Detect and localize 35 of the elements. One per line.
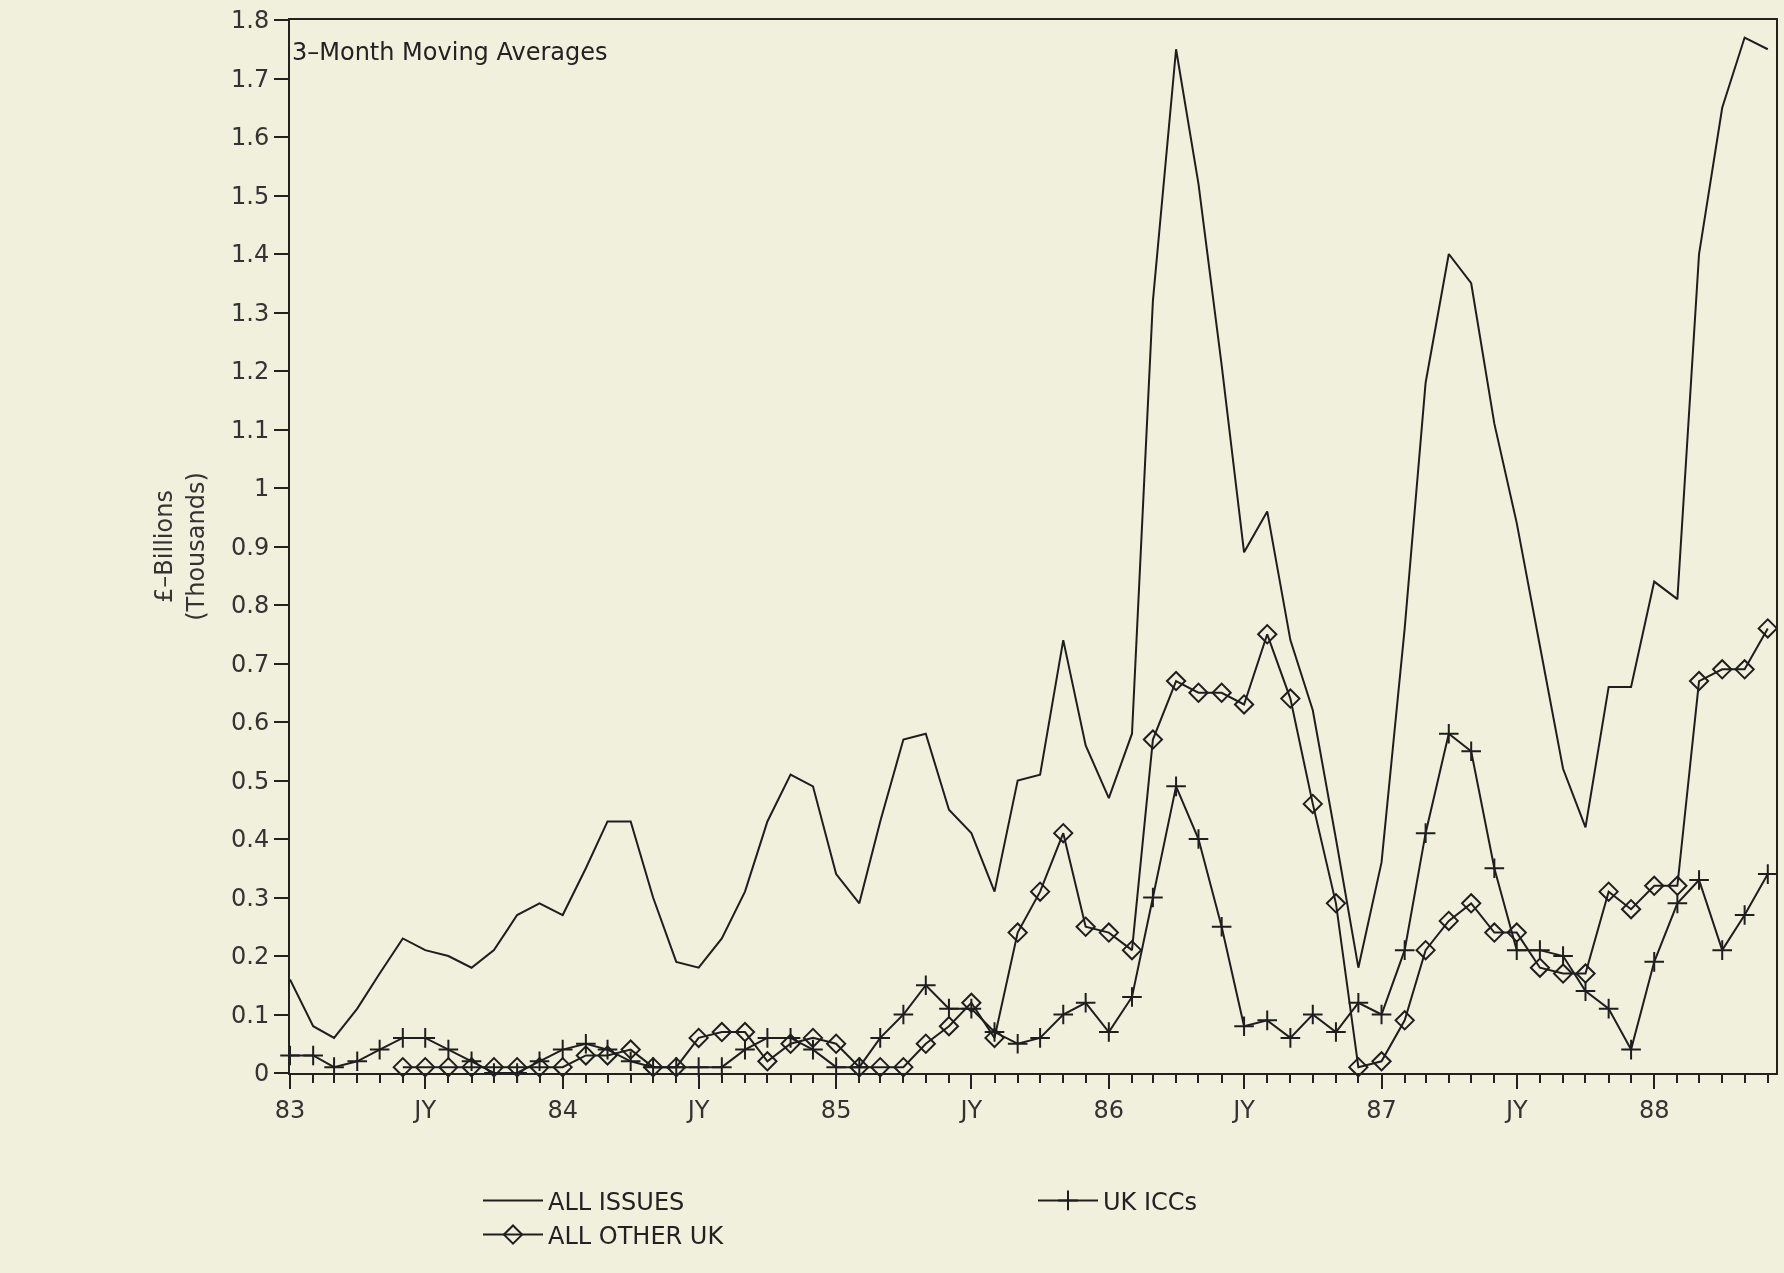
x-tick-label: JY <box>958 1095 983 1124</box>
y-tick-label: 1.4 <box>231 240 270 269</box>
y-tick-label: 0.2 <box>231 942 270 971</box>
y-axis-title: £–Billions (Thousands) <box>150 472 210 621</box>
y-tick-label: 1.7 <box>231 64 270 93</box>
x-tick-label: JY <box>412 1095 437 1124</box>
y-tick-label: 1.3 <box>231 298 270 327</box>
y-tick-label: 1.1 <box>231 415 270 444</box>
x-tick-label: 83 <box>274 1095 306 1124</box>
y-tick-label: 0 <box>253 1059 270 1088</box>
y-tick-label: 1.8 <box>231 6 270 35</box>
legend-label: ALL OTHER UK <box>548 1221 725 1250</box>
x-tick-label: 84 <box>547 1095 578 1124</box>
y-tick-label: 0.1 <box>231 1000 270 1029</box>
y-tick-label: 0.5 <box>231 766 270 795</box>
x-tick-label: JY <box>1503 1095 1528 1124</box>
y-tick-label: 0.6 <box>231 708 270 737</box>
y-tick-label: 1 <box>253 474 270 503</box>
x-tick-label: 87 <box>1366 1095 1397 1124</box>
y-tick-label: 1.6 <box>231 123 270 152</box>
x-tick-label: JY <box>685 1095 710 1124</box>
y-tick-label: 0.3 <box>231 883 270 912</box>
x-tick-label: JY <box>1231 1095 1256 1124</box>
y-tick-label: 0.4 <box>231 825 270 854</box>
y-tick-label: 0.7 <box>231 649 270 678</box>
x-tick-label: 86 <box>1093 1095 1125 1124</box>
x-tick-label: 85 <box>820 1095 852 1124</box>
annotation: 3–Month Moving Averages <box>292 38 608 66</box>
legend-label: ALL ISSUES <box>548 1187 685 1216</box>
y-tick-label: 1.2 <box>231 357 270 386</box>
y-tick-label: 1.5 <box>231 181 270 210</box>
x-tick-label: 88 <box>1638 1095 1670 1124</box>
y-tick-label: 0.8 <box>231 591 270 620</box>
y-tick-label: 0.9 <box>231 532 270 561</box>
legend-label: UK ICCs <box>1103 1187 1198 1216</box>
